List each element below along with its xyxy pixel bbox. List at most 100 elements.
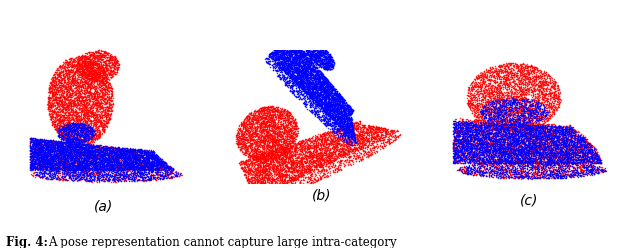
- Point: [493, 157, 504, 161]
- Point: [454, 122, 464, 126]
- Point: [294, 163, 304, 167]
- Point: [312, 77, 322, 81]
- Point: [269, 50, 280, 54]
- Point: [92, 73, 102, 77]
- Point: [95, 101, 105, 105]
- Point: [122, 146, 132, 150]
- Point: [51, 68, 61, 72]
- Point: [362, 136, 372, 140]
- Point: [84, 168, 94, 172]
- Point: [551, 155, 561, 159]
- Point: [299, 53, 309, 57]
- Point: [159, 173, 169, 177]
- Point: [561, 156, 572, 160]
- Point: [518, 111, 529, 115]
- Point: [527, 163, 537, 167]
- Point: [518, 141, 529, 145]
- Point: [55, 150, 65, 154]
- Point: [326, 58, 337, 62]
- Point: [567, 132, 577, 136]
- Point: [472, 127, 482, 131]
- Point: [61, 165, 71, 169]
- Point: [138, 167, 148, 171]
- Point: [254, 192, 264, 196]
- Point: [152, 175, 163, 179]
- Point: [497, 119, 508, 123]
- Point: [319, 150, 329, 154]
- Point: [90, 89, 100, 93]
- Point: [294, 50, 305, 54]
- Point: [145, 156, 155, 160]
- Point: [49, 109, 60, 113]
- Point: [236, 160, 246, 164]
- Point: [44, 105, 54, 109]
- Point: [536, 155, 547, 159]
- Point: [81, 112, 92, 116]
- Point: [327, 104, 337, 108]
- Point: [67, 157, 77, 161]
- Point: [54, 154, 64, 158]
- Point: [487, 155, 497, 159]
- Point: [108, 145, 118, 149]
- Point: [497, 98, 507, 102]
- Point: [77, 65, 87, 69]
- Point: [131, 150, 141, 154]
- Point: [87, 130, 97, 134]
- Point: [317, 96, 327, 100]
- Point: [275, 177, 285, 181]
- Point: [134, 173, 145, 177]
- Point: [548, 168, 558, 172]
- Point: [344, 119, 355, 123]
- Point: [87, 149, 97, 153]
- Point: [103, 53, 113, 57]
- Point: [510, 113, 520, 117]
- Point: [554, 136, 564, 140]
- Point: [285, 153, 296, 157]
- Point: [260, 167, 271, 171]
- Point: [451, 133, 461, 137]
- Point: [74, 66, 84, 70]
- Point: [76, 110, 86, 114]
- Point: [102, 179, 113, 183]
- Point: [539, 94, 549, 98]
- Point: [532, 70, 542, 74]
- Point: [63, 79, 74, 83]
- Point: [77, 154, 88, 157]
- Point: [275, 59, 285, 63]
- Point: [511, 153, 522, 157]
- Point: [280, 158, 290, 162]
- Point: [532, 115, 542, 119]
- Point: [71, 168, 81, 172]
- Point: [534, 144, 545, 148]
- Point: [317, 45, 327, 49]
- Point: [516, 78, 527, 82]
- Point: [335, 133, 345, 137]
- Point: [474, 120, 484, 124]
- Point: [514, 130, 524, 134]
- Point: [343, 126, 353, 130]
- Point: [303, 48, 313, 52]
- Point: [518, 97, 529, 101]
- Point: [544, 155, 554, 159]
- Point: [35, 164, 45, 168]
- Point: [100, 90, 110, 94]
- Point: [489, 126, 499, 130]
- Point: [514, 98, 524, 102]
- Point: [312, 176, 323, 180]
- Point: [45, 171, 55, 175]
- Point: [128, 149, 138, 153]
- Point: [101, 113, 111, 117]
- Point: [315, 88, 325, 92]
- Point: [553, 158, 563, 162]
- Point: [484, 149, 495, 153]
- Point: [77, 109, 88, 113]
- Point: [145, 168, 156, 172]
- Point: [101, 59, 111, 63]
- Point: [497, 125, 507, 129]
- Point: [565, 127, 575, 131]
- Point: [298, 70, 308, 74]
- Point: [83, 130, 93, 134]
- Point: [312, 88, 322, 92]
- Point: [502, 158, 512, 162]
- Point: [322, 137, 332, 141]
